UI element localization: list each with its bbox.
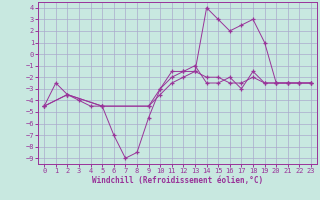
X-axis label: Windchill (Refroidissement éolien,°C): Windchill (Refroidissement éolien,°C) xyxy=(92,176,263,185)
